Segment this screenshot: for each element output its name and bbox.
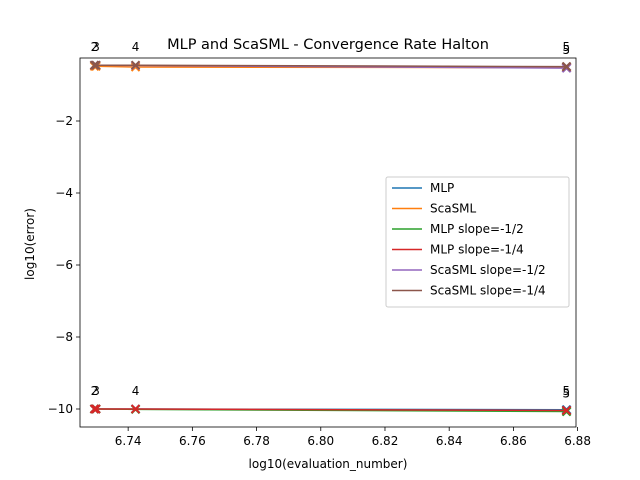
- series-marker-5-1: [91, 60, 101, 70]
- point-label-6: 3: [92, 384, 100, 398]
- legend-box: [385, 176, 570, 308]
- legend: MLP ScaSML MLP slope=-1/2 MLP slope=-1/4 Sca…: [385, 176, 570, 308]
- x-tick-label-2: 6.78: [243, 434, 270, 448]
- series-marker-3-2: [130, 404, 141, 414]
- x-tick-label-1: 6.76: [179, 434, 206, 448]
- legend-label-5: ScaSML slope=-1/4: [430, 284, 546, 298]
- y-tick-label-0: −10: [48, 402, 73, 416]
- x-tick-label-6: 6.86: [500, 434, 527, 448]
- legend-label-2: MLP slope=-1/2: [430, 222, 524, 236]
- point-label-0: 2: [91, 40, 99, 54]
- point-label-8: 5: [563, 384, 571, 398]
- series-marker-5-0: [89, 60, 100, 70]
- point-label-4: 5: [563, 43, 571, 57]
- axes: 6.74 6.76 6.78 6.80 6.82 6.84 6.86 6.88 −10 −8 −6 −…: [48, 57, 591, 448]
- point-label-2: 4: [132, 40, 140, 54]
- series-marker-3-0: [89, 404, 100, 414]
- point-label-5: 2: [91, 384, 99, 398]
- legend-label-0: MLP: [430, 181, 454, 195]
- x-tick-label-7: 6.88: [564, 434, 591, 448]
- point-label-3: 5: [563, 40, 571, 54]
- point-label-1: 3: [92, 40, 100, 54]
- x-tick-label-5: 6.84: [436, 434, 463, 448]
- y-tick-label-2: −6: [55, 258, 73, 272]
- axes-frame: [79, 57, 577, 428]
- series-marker-5-2: [130, 60, 141, 70]
- series-marker-3-1: [91, 404, 101, 414]
- y-tick-label-1: −8: [55, 330, 73, 344]
- legend-label-4: ScaSML slope=-1/2: [430, 263, 546, 277]
- legend-label-3: MLP slope=-1/4: [430, 243, 524, 257]
- y-tick-label-4: −2: [55, 114, 73, 128]
- series-marker-1-2: [130, 62, 141, 72]
- y-tick-label-3: −4: [55, 186, 73, 200]
- series-marker-5-4: [561, 61, 572, 72]
- point-label-9: 5: [563, 387, 571, 401]
- chart-title: MLP and ScaSML - Convergence Rate Halton: [167, 37, 489, 53]
- legend-label-1: ScaSML: [430, 202, 477, 216]
- x-tick-label-4: 6.82: [372, 434, 399, 448]
- y-axis-label: log10(error): [23, 208, 37, 280]
- x-axis-label: log10(evaluation_number): [249, 457, 408, 471]
- series-marker-3-4: [561, 405, 572, 416]
- x-tick-label-3: 6.80: [307, 434, 334, 448]
- point-label-7: 4: [132, 384, 140, 398]
- x-tick-label-0: 6.74: [115, 434, 142, 448]
